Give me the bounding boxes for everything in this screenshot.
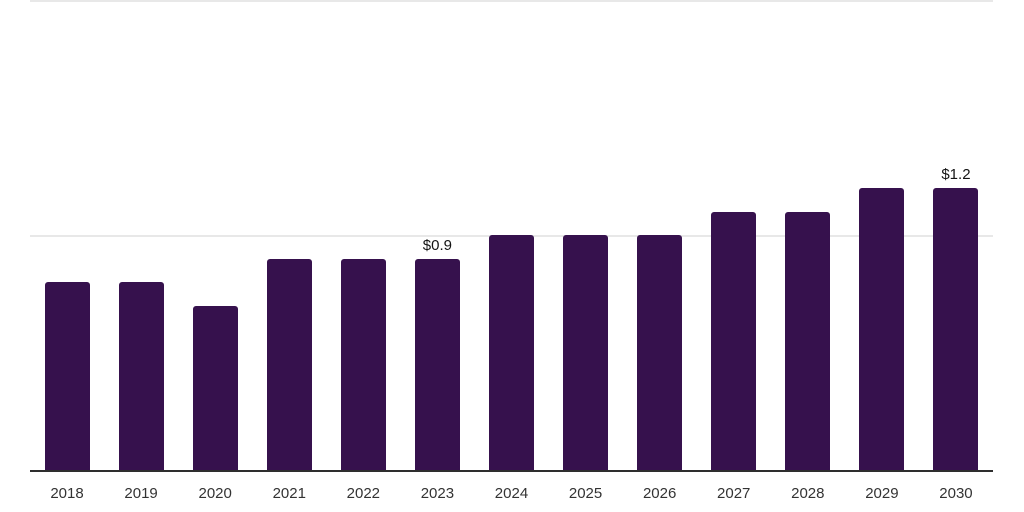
bar-2026 [637,235,683,470]
x-tick-label-2018: 2018 [50,485,84,502]
x-tick-label-2024: 2024 [494,485,529,502]
bar-2024 [489,235,534,470]
x-tick-label-2023: 2023 [420,485,455,502]
x-tick-label-2019: 2019 [124,485,158,502]
plot-area: 2018 2019 2020 2021 2022 $0.9 2023 2024 2025 2026… [30,0,993,502]
bar-2028 [785,211,831,470]
bar-2029 [859,188,905,470]
x-tick-label-2030: 2030 [939,485,973,502]
x-tick-label-2025: 2025 [568,485,603,502]
x-tick-label-2021: 2021 [272,485,306,502]
bar-2025 [563,235,609,470]
bar-2023 [414,258,460,470]
bar-2020 [192,305,238,470]
bar-2019 [118,282,164,470]
bar-value-label-2030: $1.2 [941,166,971,183]
x-axis-line [30,470,993,472]
bar-2022 [340,258,386,470]
x-tick-label-2028: 2028 [791,485,825,502]
bar-2018 [44,282,90,470]
x-tick-label-2020: 2020 [198,485,232,502]
x-tick-label-2026: 2026 [642,485,677,502]
gridline [30,0,993,2]
bar-2021 [266,258,312,470]
bar-value-label-2023: $0.9 [422,236,452,254]
bar-2030 [933,188,979,470]
x-tick-label-2022: 2022 [346,485,381,502]
bar-2027 [711,211,757,470]
x-tick-label-2029: 2029 [865,485,899,502]
x-tick-label-2027: 2027 [717,485,751,502]
